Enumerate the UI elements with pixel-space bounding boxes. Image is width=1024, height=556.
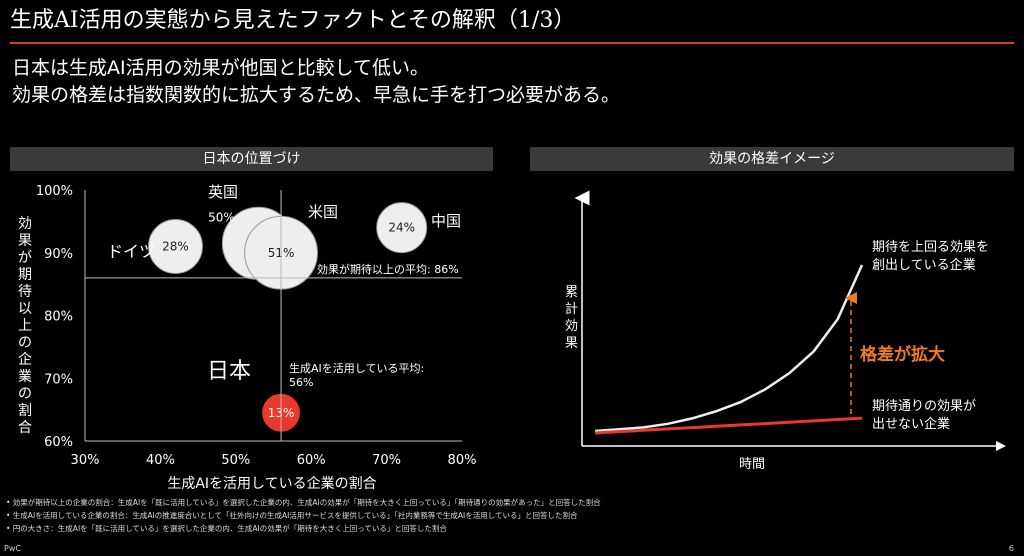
- country-label: ドイツ: [107, 242, 155, 261]
- country-label: 日本: [207, 359, 251, 384]
- country-label: 中国: [431, 212, 461, 230]
- bubble-chart-axes: 30% 40% 50% 60% 70% 80% 60% 70% 80% 90% 100%: [36, 184, 477, 468]
- pwc-logo-text: PwC: [4, 544, 21, 553]
- title-divider: [10, 42, 1014, 44]
- bubble-ドイツ: [147, 218, 203, 274]
- footnote-1: • 効果が期待以上の企業の割合：生成AIを「既に活用している」を選択した企業の内…: [6, 498, 601, 507]
- average-usage-label-1: 生成AIを活用している平均:: [289, 361, 424, 375]
- country-label: 米国: [308, 203, 338, 221]
- left-panel-header: 日本の位置づけ: [10, 147, 493, 171]
- y-tick-label: 60%: [44, 435, 73, 450]
- x-tick-label: 30%: [71, 453, 100, 468]
- x-axis-label: 生成AIを活用している企業の割合: [167, 475, 376, 492]
- average-usage-label-2: 56%: [289, 376, 313, 389]
- x-tick-label: 60%: [297, 453, 326, 468]
- average-effect-label: 効果が期待以上の平均: 86%: [317, 262, 459, 276]
- y-tick-label: 70%: [44, 372, 73, 387]
- bubble-value-label: 50%: [208, 210, 235, 224]
- right-panel-header: 効果の格差イメージ: [530, 147, 1014, 171]
- footnote-3: • 円の大きさ：生成AIを「既に活用している」を選択した企業の内、生成AIの効果…: [6, 524, 447, 533]
- x-tick-label: 50%: [221, 453, 250, 468]
- subtitle-line-2: 効果の格差は指数関数的に拡大するため、早急に手を打つ必要がある。: [12, 84, 621, 106]
- x-tick-label: 80%: [448, 453, 477, 468]
- bubble-value-label: 28%: [162, 239, 189, 253]
- country-label: 英国: [208, 183, 238, 201]
- y-tick-label: 100%: [36, 184, 73, 199]
- x-tick-label: 70%: [372, 453, 401, 468]
- bubble-中国: [376, 202, 428, 254]
- subtitle-line-1: 日本は生成AI活用の効果が他国と比較して低い。: [12, 57, 430, 79]
- slide-title: 生成AI活用の実態から見えたファクトとその解釈（1/3）: [10, 8, 576, 33]
- page-number: 6: [1008, 544, 1014, 553]
- x-tick-label: 40%: [146, 453, 175, 468]
- y-tick-label: 90%: [44, 247, 73, 262]
- y-tick-label: 80%: [44, 310, 73, 325]
- bubble-value-label: 24%: [388, 221, 415, 235]
- y-axis-label: 効果が期待以上の企業の割合: [18, 216, 32, 436]
- footnote-2: • 生成AIを活用している企業の割合：生成AIの推進度合いとして「社外向けの生成…: [6, 511, 578, 520]
